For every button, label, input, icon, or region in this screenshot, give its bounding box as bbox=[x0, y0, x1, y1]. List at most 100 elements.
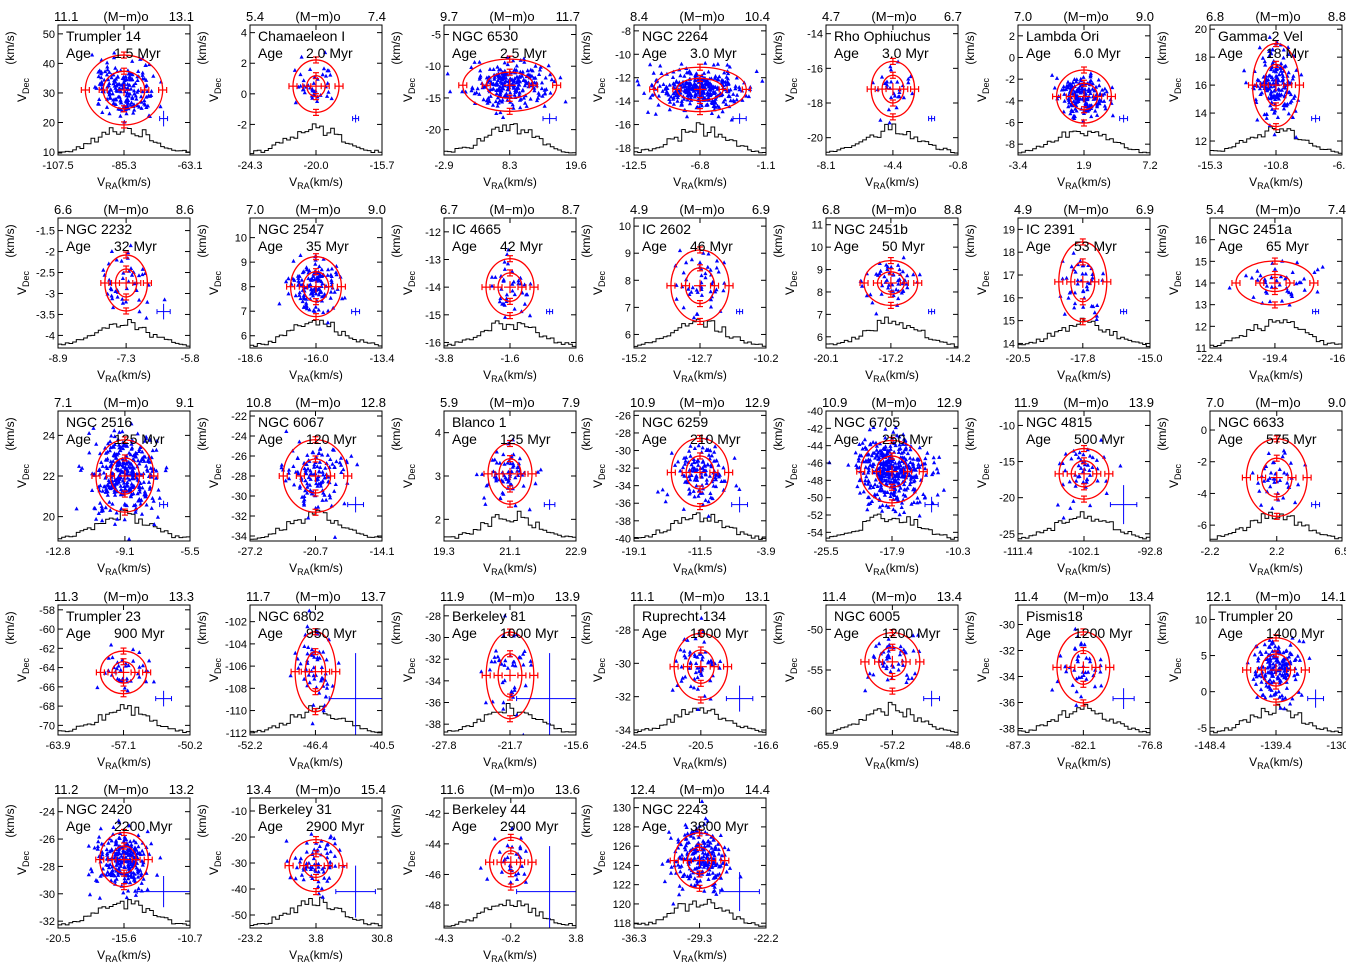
star-point bbox=[110, 444, 115, 449]
star-point bbox=[316, 307, 321, 312]
star-point bbox=[713, 477, 718, 481]
age-label: Age bbox=[642, 45, 667, 61]
y-axis-label-sub: Dec bbox=[597, 463, 607, 480]
star-point bbox=[649, 82, 654, 87]
x-axis-label-sub: RA bbox=[681, 374, 694, 384]
star-point bbox=[80, 465, 85, 470]
star-point bbox=[1291, 96, 1296, 100]
star-point bbox=[139, 106, 144, 110]
star-point bbox=[298, 253, 303, 257]
age-label: Age bbox=[452, 625, 477, 641]
x-tick-label: -14.1 bbox=[369, 546, 394, 558]
star-point bbox=[538, 64, 543, 69]
star-point bbox=[648, 62, 653, 67]
star-point bbox=[708, 289, 713, 294]
star-point bbox=[715, 77, 720, 81]
star-point bbox=[1064, 275, 1069, 280]
x-tick-label: -63.1 bbox=[177, 160, 202, 172]
star-point bbox=[521, 651, 526, 656]
star-point bbox=[1264, 112, 1269, 116]
mag-range-min: 11.9 bbox=[440, 589, 464, 604]
star-point bbox=[115, 676, 120, 681]
y-axis-label: VDec bbox=[15, 657, 31, 682]
star-point bbox=[474, 472, 479, 477]
star-point bbox=[127, 450, 132, 455]
star-point bbox=[909, 676, 915, 680]
star-point bbox=[307, 268, 312, 273]
panel-plot-area bbox=[826, 629, 958, 735]
star-point bbox=[1074, 96, 1079, 101]
panel-frame bbox=[249, 604, 383, 736]
star-point bbox=[135, 431, 140, 436]
velocity-histogram bbox=[444, 320, 576, 348]
y-axis-label-main: V bbox=[401, 674, 415, 682]
cluster-panel: -8.1 -4.4 -0.8-20-18-16-144.7 (M−m)o 6.7Rho … bbox=[771, 9, 967, 191]
star-point bbox=[1302, 276, 1307, 281]
cluster-age: 2.5 Myr bbox=[500, 45, 547, 61]
star-point bbox=[714, 458, 719, 463]
y-tick-label: -110 bbox=[226, 706, 247, 718]
x-tick-label: -2.2 bbox=[1201, 546, 1220, 558]
star-point bbox=[680, 284, 685, 289]
star-point bbox=[120, 300, 125, 305]
y-tick-label: -28 bbox=[615, 625, 631, 637]
star-point bbox=[106, 77, 111, 82]
star-point bbox=[1068, 111, 1073, 116]
x-axis-label-main: V bbox=[483, 368, 491, 382]
star-point bbox=[304, 462, 309, 466]
y-axis-label: VDec bbox=[783, 463, 799, 488]
x-axis-label: VRA(km/s) bbox=[865, 368, 919, 384]
star-point bbox=[129, 481, 134, 486]
star-point bbox=[472, 60, 477, 64]
y-tick-label: 8 bbox=[625, 275, 631, 287]
star-point bbox=[323, 73, 329, 78]
star-point bbox=[523, 683, 528, 688]
star-point bbox=[318, 483, 323, 488]
star-point bbox=[317, 264, 322, 269]
age-label: Age bbox=[66, 625, 91, 641]
mag-range-label: (M−m)o bbox=[871, 202, 916, 217]
star-point bbox=[703, 60, 708, 65]
x-tick-label: -5.5 bbox=[181, 546, 200, 558]
x-axis-label-unit: (km/s) bbox=[118, 175, 151, 189]
star-point bbox=[735, 92, 740, 97]
y-tick-label: -44 bbox=[807, 441, 823, 453]
star-point bbox=[1274, 67, 1279, 72]
x-tick-label: -15.3 bbox=[1197, 160, 1222, 172]
star-point bbox=[310, 95, 315, 100]
star-point bbox=[675, 459, 681, 464]
y-tick-label: -52 bbox=[807, 510, 823, 522]
star-point bbox=[1290, 76, 1295, 81]
x-tick-label: -16.6 bbox=[753, 740, 778, 752]
star-point bbox=[683, 655, 688, 660]
star-point bbox=[703, 81, 708, 86]
star-point bbox=[157, 495, 162, 500]
y-axis-label-sub: Dec bbox=[789, 270, 799, 287]
star-point bbox=[894, 287, 899, 292]
cluster-name: Ruprecht 134 bbox=[642, 608, 726, 624]
x-tick-label: -15.6 bbox=[563, 740, 588, 752]
star-point bbox=[1069, 108, 1074, 112]
x-tick-label: -111.4 bbox=[1003, 546, 1033, 558]
star-point bbox=[107, 70, 112, 74]
star-point bbox=[516, 278, 521, 283]
star-point bbox=[722, 280, 727, 285]
star-point bbox=[145, 299, 150, 304]
star-point bbox=[870, 462, 875, 467]
star-point bbox=[1285, 480, 1290, 485]
star-point bbox=[1263, 62, 1268, 67]
star-point bbox=[910, 91, 915, 96]
mag-range-max: 7.4 bbox=[368, 9, 386, 24]
star-point bbox=[1277, 72, 1282, 77]
star-point bbox=[514, 80, 519, 85]
star-point bbox=[137, 449, 142, 453]
star-point bbox=[1081, 479, 1086, 484]
star-point bbox=[96, 101, 101, 106]
star-point bbox=[477, 92, 482, 96]
star-point bbox=[145, 458, 151, 463]
star-point bbox=[497, 91, 502, 96]
star-point bbox=[320, 469, 325, 474]
star-point bbox=[123, 466, 128, 471]
star-point bbox=[691, 489, 696, 493]
